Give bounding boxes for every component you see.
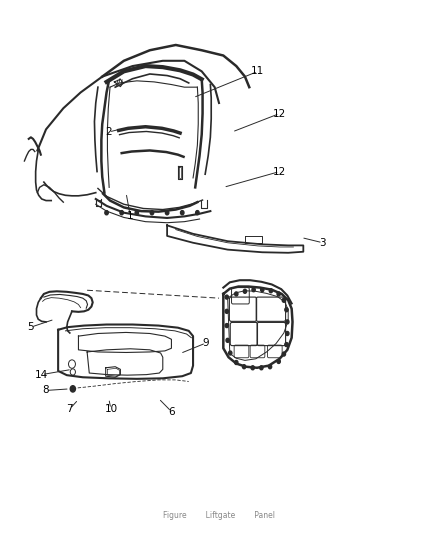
Circle shape	[135, 211, 138, 215]
Bar	[96, 199, 101, 206]
Circle shape	[261, 288, 264, 292]
Circle shape	[226, 338, 229, 342]
Circle shape	[180, 211, 184, 215]
Circle shape	[243, 289, 247, 293]
Text: 7: 7	[67, 404, 73, 414]
Circle shape	[260, 366, 263, 370]
Text: 3: 3	[319, 238, 326, 248]
Circle shape	[235, 292, 238, 296]
Circle shape	[225, 309, 229, 313]
Circle shape	[282, 298, 286, 302]
Circle shape	[277, 292, 280, 296]
Text: 12: 12	[273, 166, 286, 176]
Circle shape	[277, 359, 280, 364]
Circle shape	[268, 365, 272, 369]
Circle shape	[166, 211, 169, 215]
Text: Figure        Liftgate        Panel: Figure Liftgate Panel	[163, 511, 275, 520]
Circle shape	[225, 324, 229, 328]
Text: 14: 14	[35, 369, 48, 379]
Text: 9: 9	[203, 338, 209, 348]
Circle shape	[269, 289, 272, 293]
Circle shape	[251, 366, 254, 370]
Circle shape	[252, 288, 255, 292]
Circle shape	[229, 351, 232, 355]
Circle shape	[285, 308, 288, 312]
Circle shape	[120, 211, 124, 215]
Circle shape	[150, 211, 154, 215]
Circle shape	[243, 365, 246, 369]
Text: 8: 8	[43, 385, 49, 395]
Text: 2: 2	[106, 127, 112, 137]
Text: 12: 12	[273, 109, 286, 118]
Text: 6: 6	[168, 407, 175, 417]
Circle shape	[286, 332, 289, 335]
Circle shape	[235, 360, 238, 365]
Circle shape	[286, 320, 289, 324]
Circle shape	[70, 386, 75, 392]
Circle shape	[285, 343, 288, 346]
Circle shape	[105, 211, 108, 215]
Circle shape	[225, 295, 229, 299]
Text: 10: 10	[104, 404, 117, 414]
Circle shape	[196, 211, 199, 215]
Text: 5: 5	[28, 322, 34, 332]
Text: 11: 11	[251, 66, 265, 76]
Circle shape	[282, 352, 286, 356]
Text: 1: 1	[127, 212, 134, 221]
